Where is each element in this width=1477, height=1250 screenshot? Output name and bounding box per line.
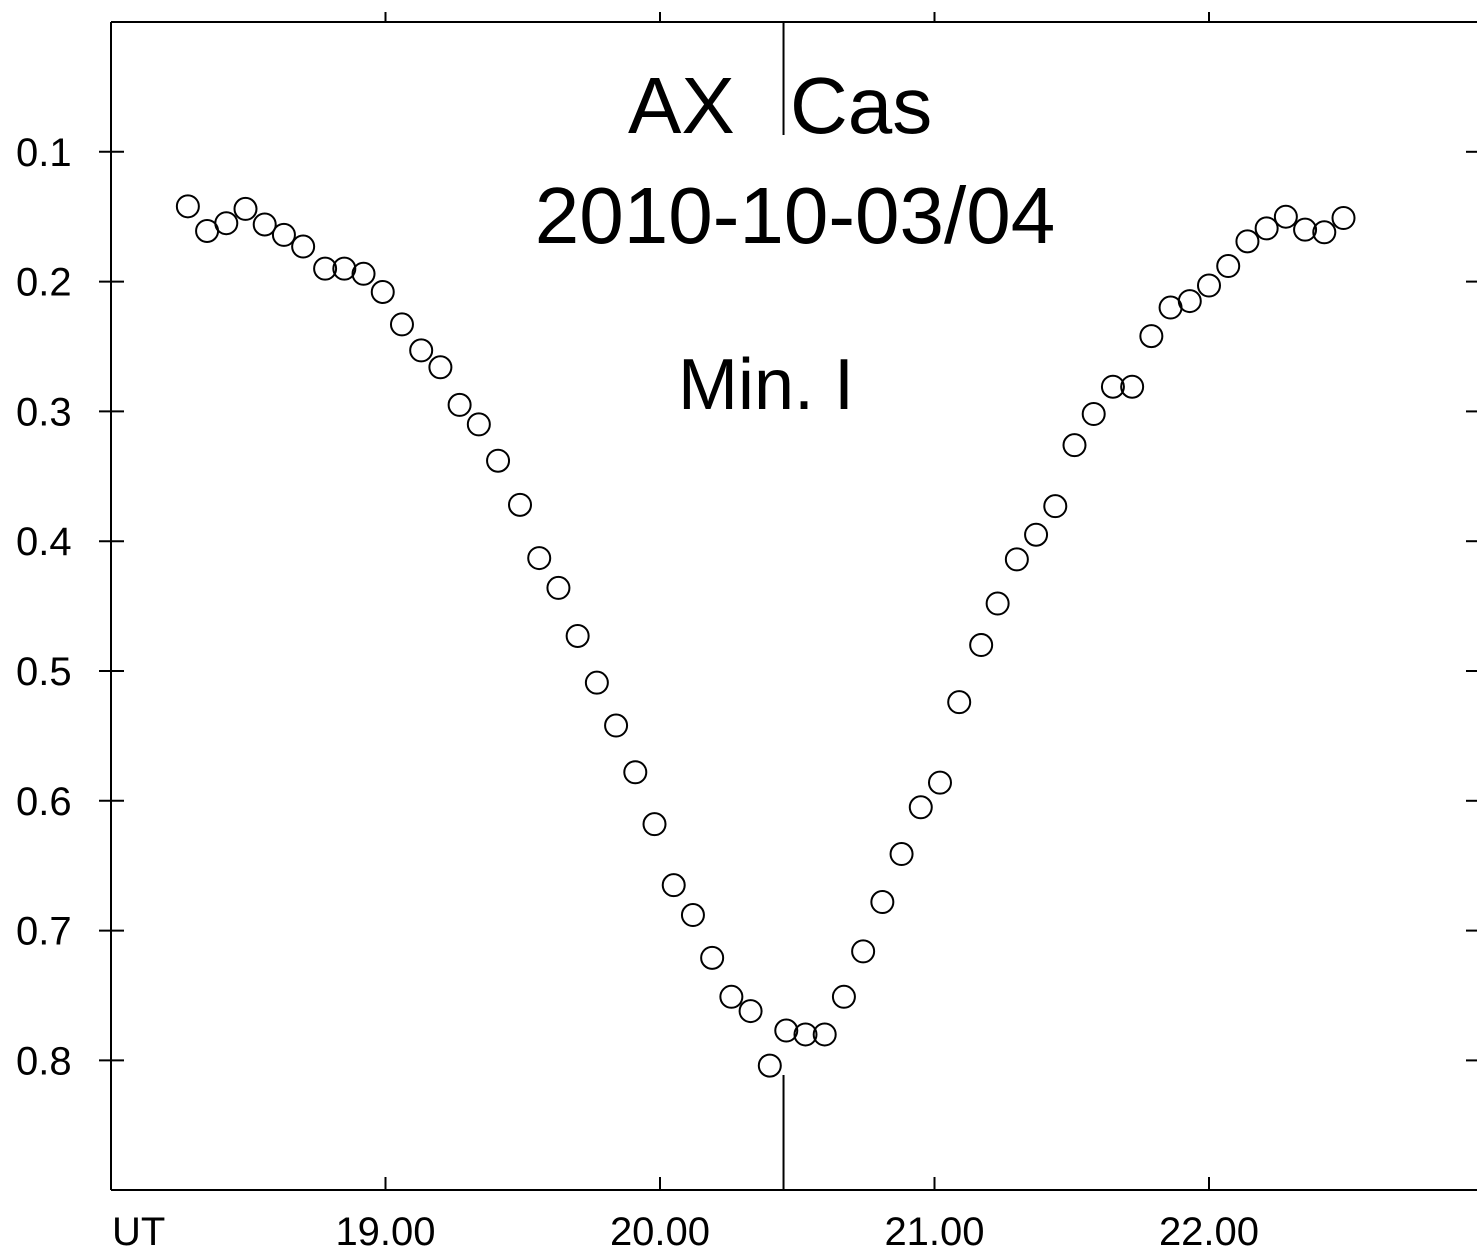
data-point bbox=[661, 873, 686, 898]
data-point bbox=[1043, 494, 1068, 519]
data-point bbox=[1331, 205, 1356, 230]
data-point bbox=[1293, 217, 1318, 242]
data-point bbox=[584, 670, 609, 695]
data-point bbox=[214, 211, 239, 236]
data-point bbox=[719, 984, 744, 1009]
data-point bbox=[351, 261, 376, 286]
data-point bbox=[1235, 229, 1260, 254]
data-point bbox=[447, 392, 472, 417]
data-point bbox=[486, 448, 511, 473]
data-point bbox=[508, 492, 533, 517]
data-point bbox=[1062, 433, 1087, 458]
data-point bbox=[927, 770, 952, 795]
data-point bbox=[793, 1022, 818, 1047]
data-point bbox=[1081, 401, 1106, 426]
data-point bbox=[851, 939, 876, 964]
data-point bbox=[1139, 324, 1164, 349]
data-point bbox=[233, 196, 258, 221]
data-point bbox=[604, 713, 629, 738]
data-point bbox=[870, 890, 895, 915]
data-point bbox=[428, 355, 453, 380]
y-tick-label: 0.7 bbox=[16, 910, 72, 954]
data-point bbox=[680, 903, 705, 928]
y-tick-label: 0.6 bbox=[16, 780, 72, 824]
y-tick-label: 0.2 bbox=[16, 261, 72, 305]
data-point bbox=[831, 984, 856, 1009]
data-point bbox=[623, 760, 648, 785]
data-point bbox=[291, 234, 316, 259]
y-tick-label: 0.4 bbox=[16, 520, 72, 564]
data-point bbox=[1120, 374, 1145, 399]
data-point bbox=[642, 812, 667, 837]
x-tick-label: 21.00 bbox=[884, 1210, 984, 1250]
data-point bbox=[812, 1022, 837, 1047]
data-point bbox=[738, 999, 763, 1024]
data-point bbox=[527, 546, 552, 571]
data-point bbox=[389, 312, 414, 337]
data-point bbox=[1004, 547, 1029, 572]
y-tick-label: 0.8 bbox=[16, 1039, 72, 1083]
data-point bbox=[774, 1018, 799, 1043]
x-axis-ticks: 19.00 20.00 21.00 22.00 bbox=[335, 12, 1259, 1250]
data-point bbox=[947, 690, 972, 715]
x-tick-label: 19.00 bbox=[335, 1210, 435, 1250]
data-points bbox=[175, 194, 1356, 1078]
data-point bbox=[409, 338, 434, 363]
y-tick-label: 0.1 bbox=[16, 131, 72, 175]
chart-subtitle-date: 2010-10-03/04 bbox=[535, 171, 1055, 260]
data-point bbox=[466, 412, 491, 437]
data-point bbox=[908, 795, 933, 820]
data-point bbox=[969, 633, 994, 658]
data-point bbox=[1312, 220, 1337, 245]
minimum-annotation: Min. I bbox=[678, 345, 854, 425]
data-point bbox=[1024, 522, 1049, 547]
x-axis-label: UT bbox=[112, 1210, 165, 1250]
data-point bbox=[1273, 204, 1298, 229]
data-point bbox=[1197, 273, 1221, 298]
data-point bbox=[370, 279, 395, 304]
data-point bbox=[175, 194, 200, 219]
data-point bbox=[1254, 216, 1279, 241]
chart-title-star-suffix: Cas bbox=[790, 61, 932, 150]
data-point bbox=[546, 575, 571, 600]
data-point bbox=[271, 222, 296, 247]
data-point bbox=[313, 256, 338, 281]
x-tick-label: 20.00 bbox=[610, 1210, 710, 1250]
data-point bbox=[889, 842, 914, 867]
chart-title-star-prefix: AX bbox=[628, 61, 735, 150]
data-point bbox=[252, 212, 277, 237]
y-tick-label: 0.5 bbox=[16, 650, 72, 694]
data-point bbox=[757, 1053, 782, 1078]
data-point bbox=[1177, 289, 1202, 314]
data-point bbox=[332, 256, 357, 281]
data-point bbox=[1100, 374, 1125, 399]
y-axis-ticks: 0.1 0.2 0.3 0.4 0.5 0.6 0.7 0.8 bbox=[16, 131, 1477, 1083]
y-tick-label: 0.3 bbox=[16, 390, 72, 434]
data-point bbox=[985, 591, 1010, 616]
x-tick-label: 22.00 bbox=[1159, 1210, 1259, 1250]
data-point bbox=[565, 623, 590, 648]
data-point bbox=[700, 945, 725, 970]
data-point bbox=[1216, 254, 1241, 279]
